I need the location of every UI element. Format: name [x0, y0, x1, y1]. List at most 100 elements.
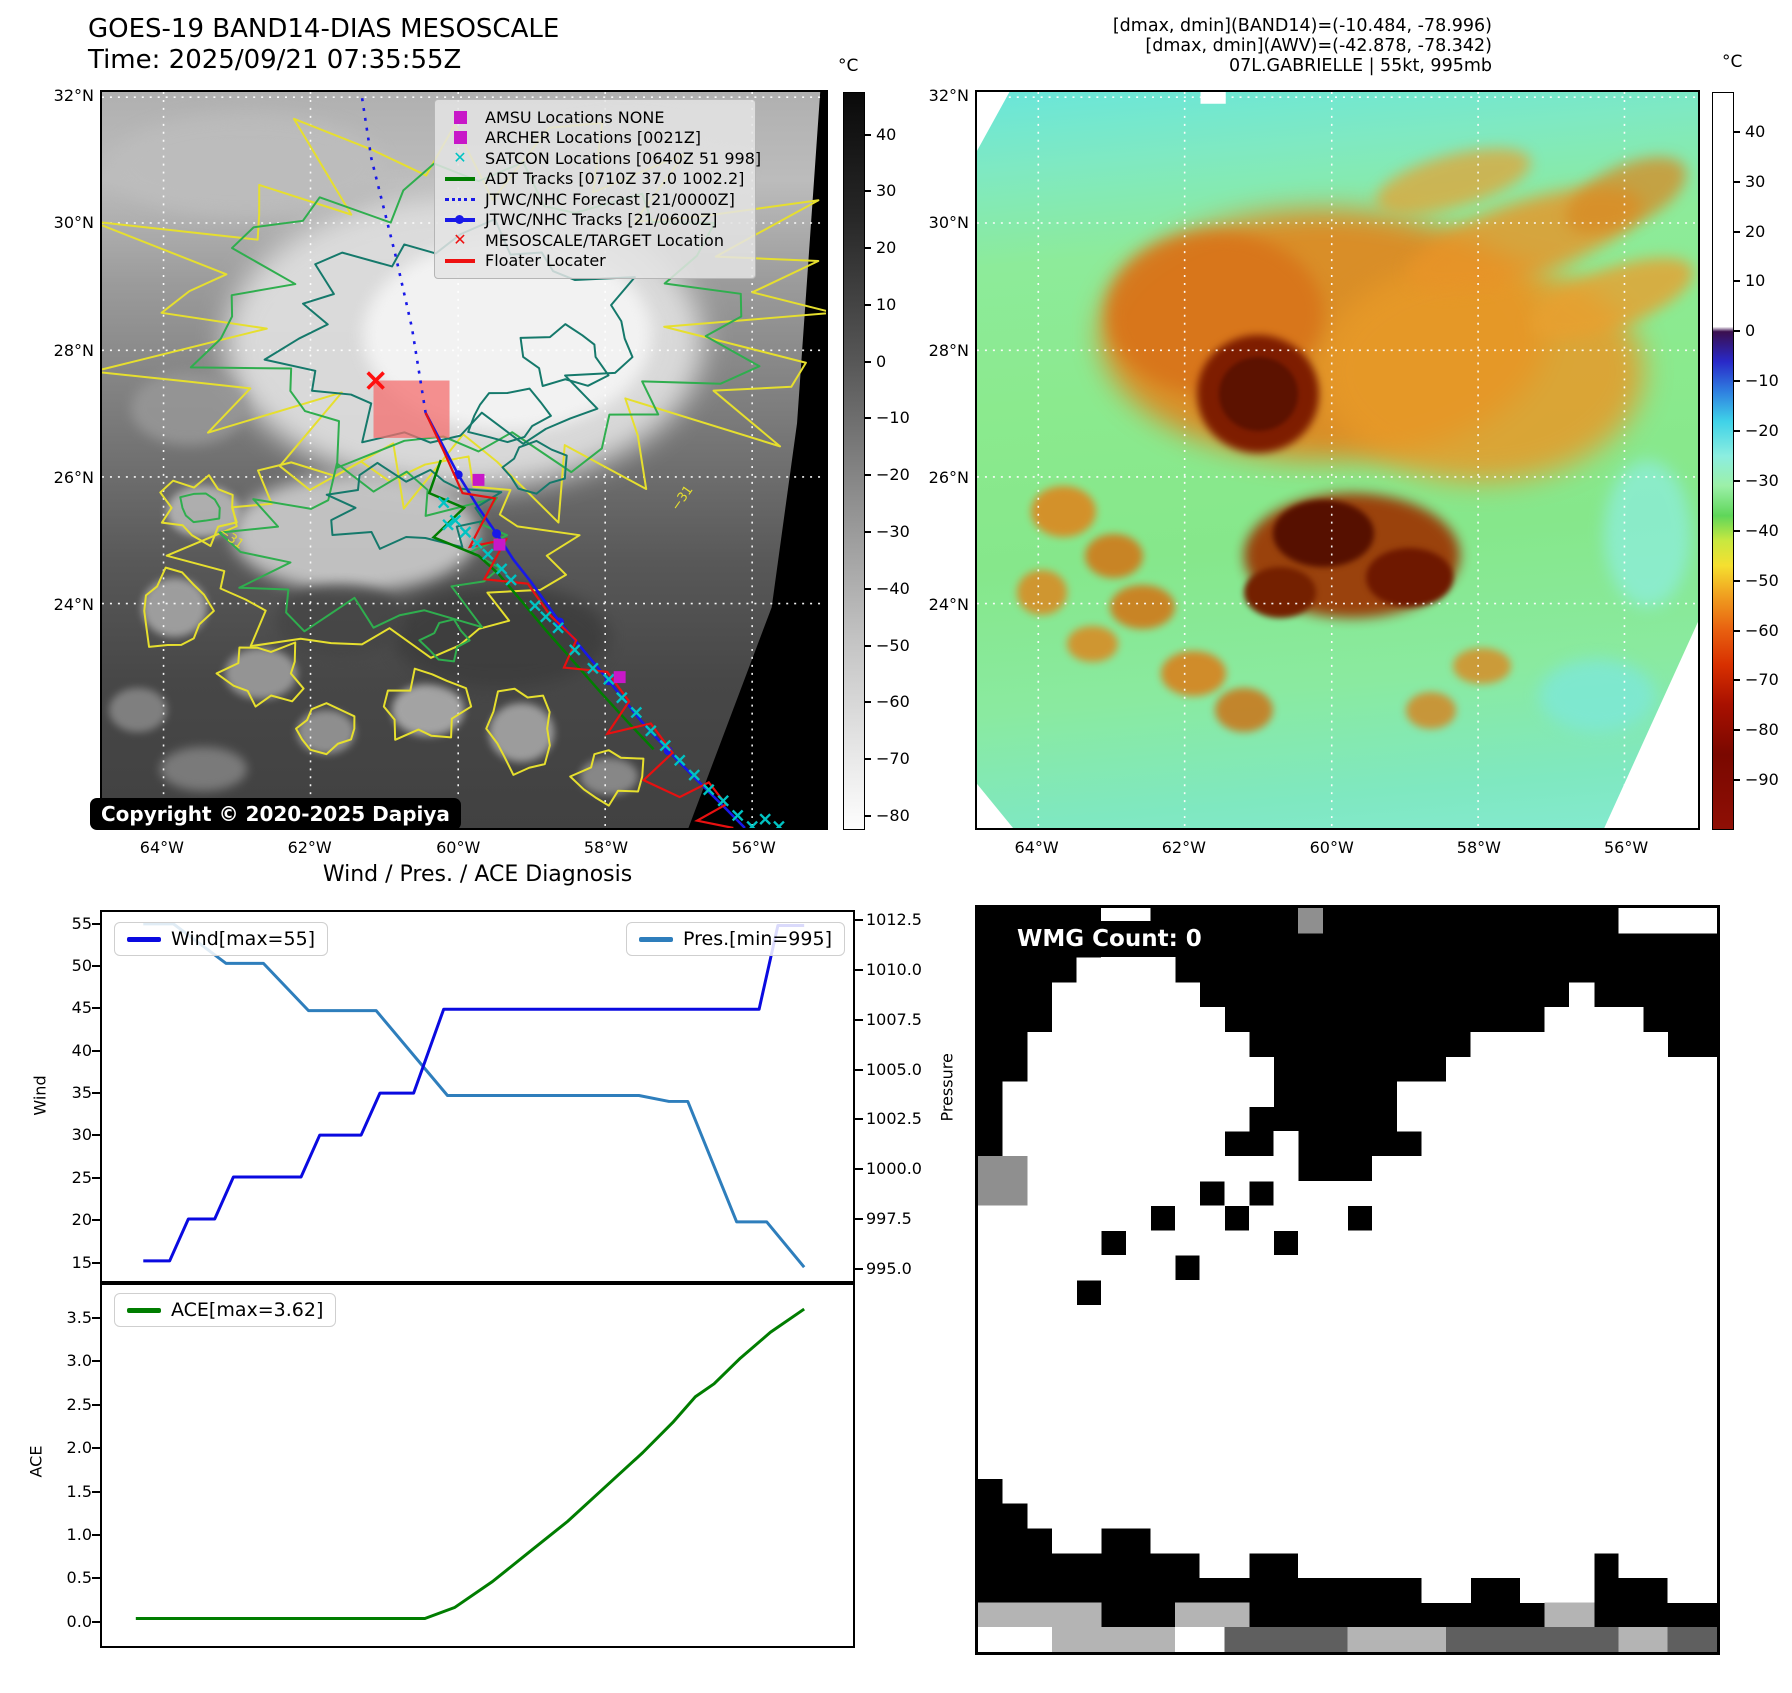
mask-cell [1544, 1280, 1570, 1306]
mask-cell [1076, 1627, 1102, 1652]
longitude-tick-label: 64°W [1014, 838, 1059, 857]
mask-cell [1396, 1627, 1422, 1652]
chart-tick-label: 1.0 [66, 1525, 92, 1545]
mask-cell [1643, 1404, 1669, 1430]
mask-cell [1495, 1156, 1521, 1182]
mask-cell [1569, 982, 1595, 1008]
mask-cell [1618, 908, 1644, 934]
mask-cell [1101, 1503, 1127, 1529]
chart-tick-mark [92, 1403, 100, 1406]
mask-cell [1027, 1329, 1053, 1355]
map-legend: AMSU Locations NONE ARCHER Locations [002… [434, 99, 761, 279]
mask-cell [1692, 1379, 1717, 1405]
mask-cell [1175, 1081, 1201, 1107]
square-icon [453, 131, 467, 145]
mask-cell [1495, 1627, 1521, 1652]
mask-cell [1593, 1180, 1619, 1207]
mask-cell [1051, 1106, 1078, 1132]
mask-cell [1470, 1056, 1496, 1083]
mask-cell [1396, 1156, 1422, 1182]
mask-cell [1175, 1627, 1201, 1652]
temperature-contour [569, 749, 645, 807]
mask-cell [1298, 1379, 1324, 1405]
mask-cell [1569, 1106, 1595, 1132]
mask-cell [978, 1428, 1004, 1455]
mask-cell [1446, 1156, 1472, 1182]
awv-colorbar-unit: °C [1722, 52, 1743, 72]
mask-cell [1150, 1503, 1176, 1529]
mask-cell [1002, 1230, 1028, 1256]
mask-cell [1224, 1379, 1250, 1405]
mask-cell [1544, 1180, 1570, 1207]
mask-cell [1667, 1552, 1693, 1579]
mask-cell [1298, 1180, 1324, 1207]
mask-cell [1027, 1056, 1053, 1083]
mask-cell [1569, 1032, 1595, 1058]
mask-cell [1051, 1354, 1078, 1380]
mask-cell [1002, 1329, 1028, 1355]
mask-cell [1347, 1404, 1373, 1430]
colorbar-tick-label: −30 [876, 521, 910, 541]
colorbar-tick-mark [1734, 529, 1740, 532]
mask-cell [1076, 1478, 1102, 1504]
cloud-blob [109, 688, 168, 733]
temperature-contour [519, 323, 610, 387]
mask-cell [1273, 1131, 1299, 1157]
mask-cell [1692, 1255, 1717, 1281]
mask-cell [1667, 1453, 1693, 1479]
colorbar-tick-mark [865, 360, 871, 363]
mask-cell [1421, 908, 1447, 934]
mask-cell [1076, 1007, 1102, 1033]
mask-cell [1002, 1453, 1028, 1479]
mask-cell [1051, 1032, 1078, 1058]
mask-cell [1224, 1428, 1250, 1455]
mask-cell [1273, 1503, 1299, 1529]
mask-cell [1199, 1230, 1225, 1256]
mask-cell [1372, 1528, 1398, 1554]
mask-cell [1101, 1007, 1127, 1033]
mask-cell [1175, 1106, 1201, 1132]
line-dot-icon [445, 215, 475, 224]
mask-cell [978, 1280, 1004, 1306]
mask-cell [1519, 1056, 1546, 1083]
mask-cell [1421, 1081, 1447, 1107]
mask-cell [1224, 1304, 1250, 1331]
mask-cell [1298, 1552, 1324, 1579]
mask-cell [1593, 1528, 1619, 1554]
chart-tick-label: 1002.5 [866, 1109, 922, 1129]
colorbar-tick-label: −10 [876, 408, 910, 428]
chart-tick-mark [92, 1360, 100, 1363]
mask-cell [1692, 1627, 1717, 1652]
mask-cell [1618, 1007, 1644, 1033]
mask-cell [1519, 908, 1546, 934]
chart-tick-mark [92, 1620, 100, 1623]
mask-cell [1667, 1230, 1693, 1256]
mask-cell [1372, 1230, 1398, 1256]
cloud-blob [1452, 647, 1511, 685]
mask-cell [1396, 1379, 1422, 1405]
mask-cell [1224, 1478, 1250, 1504]
chart-tick-label: 2.0 [66, 1438, 92, 1458]
mask-cell [1150, 1428, 1176, 1455]
colorbar-tick-label: −80 [876, 805, 910, 825]
x-icon: ✕ [453, 148, 467, 168]
mask-cell [1322, 1503, 1348, 1529]
legend-item-label: SATCON Locations [0640Z 51 998] [485, 148, 762, 168]
right-map-header: [dmax, dmin](BAND14)=(-10.484, -78.996) … [900, 16, 1492, 76]
mask-cell [1544, 1081, 1570, 1107]
square-icon [453, 110, 467, 124]
mask-cell [1248, 1081, 1275, 1107]
mask-cell [1199, 1056, 1225, 1083]
mask-cell [1273, 1156, 1299, 1182]
chart-tick-label: 1005.0 [866, 1059, 922, 1079]
mask-cell [1347, 1280, 1373, 1306]
mask-cell [1125, 1329, 1151, 1355]
mask-cell [1692, 1503, 1717, 1529]
mask-cell [1593, 908, 1619, 934]
mask-cell [1372, 1354, 1398, 1380]
longitude-tick-label: 58°W [583, 838, 629, 857]
colorbar-tick-mark [865, 587, 871, 590]
mask-cell [1273, 1428, 1299, 1455]
mask-cell [1519, 1106, 1546, 1132]
mask-cell [1051, 1528, 1078, 1554]
